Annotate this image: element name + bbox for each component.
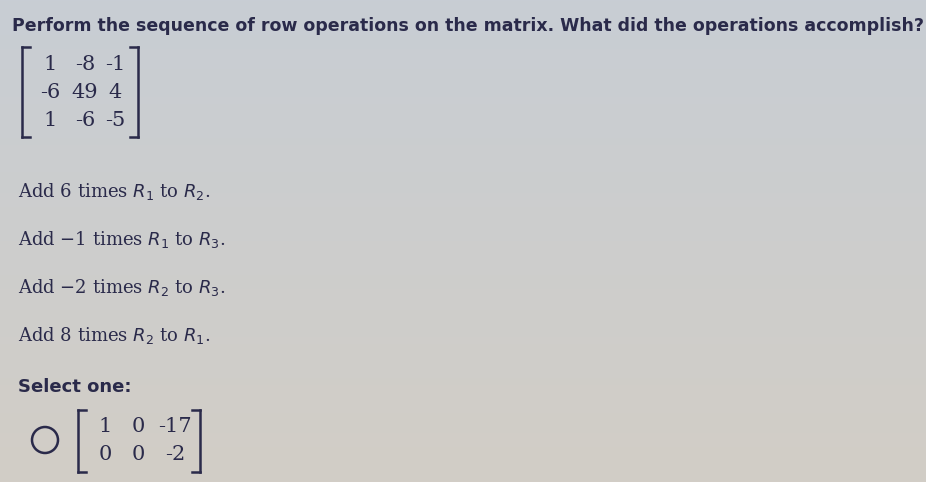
Text: Select one:: Select one:: [18, 378, 131, 396]
Text: 1: 1: [98, 417, 112, 437]
Text: Add 8 times $R_2$ to $R_1$.: Add 8 times $R_2$ to $R_1$.: [18, 325, 210, 347]
Text: Add $-$1 times $R_1$ to $R_3$.: Add $-$1 times $R_1$ to $R_3$.: [18, 229, 226, 251]
Text: -6: -6: [40, 82, 60, 102]
Text: -17: -17: [158, 417, 192, 437]
Text: 0: 0: [131, 445, 144, 465]
Text: -1: -1: [105, 54, 125, 73]
Text: 1: 1: [44, 54, 56, 73]
Text: 0: 0: [98, 445, 112, 465]
Text: -6: -6: [75, 110, 95, 130]
Text: 0: 0: [131, 417, 144, 437]
Text: 49: 49: [71, 82, 98, 102]
Text: -2: -2: [165, 445, 185, 465]
Text: -8: -8: [75, 54, 95, 73]
Text: -5: -5: [105, 110, 125, 130]
Text: 1: 1: [44, 110, 56, 130]
Text: Perform the sequence of row operations on the matrix. What did the operations ac: Perform the sequence of row operations o…: [12, 17, 924, 35]
Text: Add $-$2 times $R_2$ to $R_3$.: Add $-$2 times $R_2$ to $R_3$.: [18, 278, 226, 298]
Text: Add 6 times $R_1$ to $R_2$.: Add 6 times $R_1$ to $R_2$.: [18, 182, 210, 202]
Text: 4: 4: [108, 82, 121, 102]
